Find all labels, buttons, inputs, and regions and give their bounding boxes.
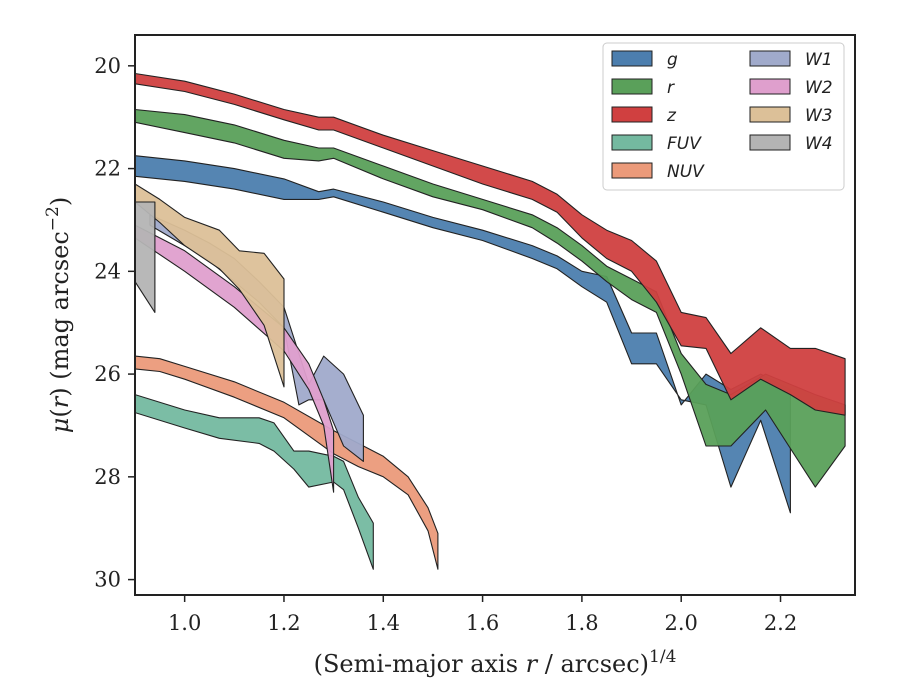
band-nuv <box>135 355 439 570</box>
legend-label: r <box>667 78 675 98</box>
legend-swatch <box>749 78 791 95</box>
legend-label: W1 <box>805 50 833 70</box>
legend-swatch <box>749 50 791 67</box>
legend-label: FUV <box>667 134 702 154</box>
legend-label: g <box>667 50 678 70</box>
band-z <box>135 72 846 416</box>
y-axis-title: μ(r) (mag arcsec−2) <box>43 197 74 434</box>
legend-label: z <box>666 106 677 126</box>
legend-label: W4 <box>805 134 833 154</box>
legend-label: W2 <box>805 78 833 98</box>
y-tick-label: 30 <box>94 568 121 592</box>
legend-swatch <box>749 134 791 151</box>
x-tick-label: 1.8 <box>565 611 598 635</box>
band-g <box>135 155 791 514</box>
profile-bands <box>135 72 846 570</box>
legend-item-fuv: FUV <box>611 134 702 154</box>
y-tick-label: 20 <box>94 54 121 78</box>
band-w4 <box>135 201 156 313</box>
band-fuv <box>135 394 374 570</box>
x-tick-label: 1.6 <box>466 611 499 635</box>
x-tick-label: 1.2 <box>267 611 300 635</box>
y-tick-label: 24 <box>94 259 121 283</box>
x-tick-label: 1.4 <box>367 611 400 635</box>
y-tick-label: 28 <box>94 465 121 489</box>
legend-label: NUV <box>667 162 705 182</box>
x-tick-label: 1.0 <box>168 611 201 635</box>
x-tick-label: 2.2 <box>764 611 797 635</box>
legend-swatch <box>611 78 653 95</box>
x-axis: 1.0 1.2 1.4 1.6 1.8 2.0 2.2 <box>168 595 797 635</box>
legend-item-w4: W4 <box>749 134 833 154</box>
legend-swatch <box>611 50 653 67</box>
legend: grz FUV NUV W1 W2 W3 W4 <box>602 42 845 191</box>
legend-label: W3 <box>805 106 833 126</box>
legend-swatch <box>611 162 653 179</box>
x-tick-label: 2.0 <box>665 611 698 635</box>
y-axis: 20 22 24 26 28 30 <box>94 54 135 592</box>
legend-item-w2: W2 <box>749 78 833 98</box>
legend-swatch <box>611 134 653 151</box>
y-tick-label: 26 <box>94 362 121 386</box>
legend-swatch <box>749 106 791 123</box>
y-tick-label: 22 <box>94 157 121 181</box>
legend-swatch <box>611 106 653 123</box>
legend-item-g: g <box>611 50 678 70</box>
legend-item-w3: W3 <box>749 106 833 126</box>
legend-item-w1: W1 <box>749 50 833 70</box>
legend-item-nuv: NUV <box>611 162 705 182</box>
legend-item-z: z <box>611 106 677 126</box>
band-r <box>135 108 846 488</box>
plot-frame <box>134 34 856 596</box>
x-axis-title: (Semi-major axis r / arcsec)1/4 <box>314 647 677 678</box>
legend-item-r: r <box>611 78 675 98</box>
